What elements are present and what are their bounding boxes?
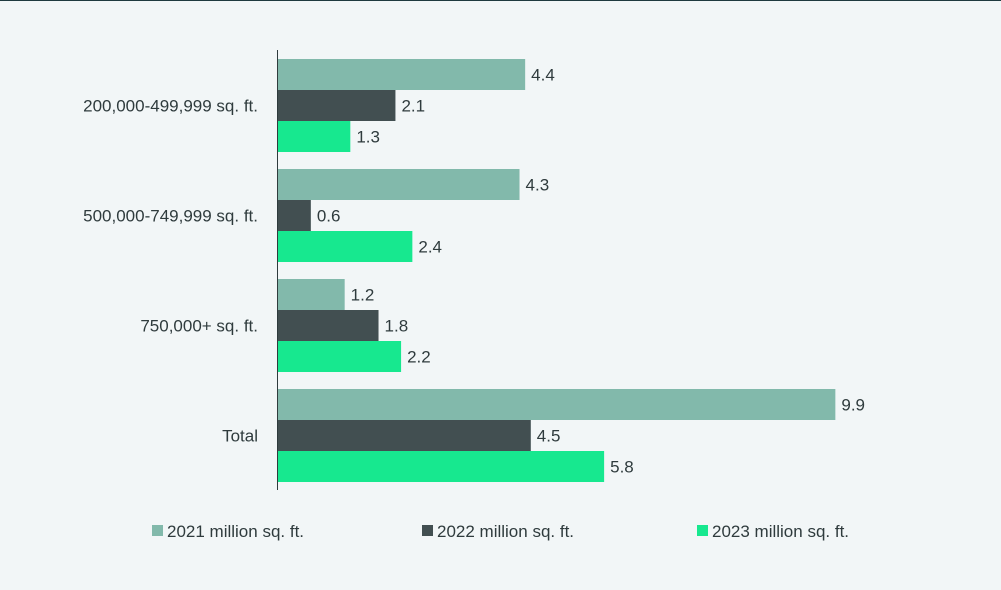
legend-label-2021: 2021 million sq. ft. xyxy=(167,522,304,541)
bar-2022-750-000-sq-ft xyxy=(277,310,379,341)
bar-2022-500-000-749-999-sq-ft xyxy=(277,200,311,231)
legend-swatch-2021 xyxy=(152,525,163,536)
value-label-2021-200-000-499-999-sq-ft: 4.4 xyxy=(531,66,555,85)
legend-item-2021: 2021 million sq. ft. xyxy=(152,522,304,541)
value-label-2021-total: 9.9 xyxy=(841,396,865,415)
bars-group xyxy=(277,59,836,482)
category-label-750-000-sq-ft: 750,000+ sq. ft. xyxy=(140,317,258,336)
bar-2023-200-000-499-999-sq-ft xyxy=(277,121,351,152)
value-label-2022-750-000-sq-ft: 1.8 xyxy=(385,317,409,336)
category-labels-group: 200,000-499,999 sq. ft. 500,000-749,999 s… xyxy=(83,97,258,446)
value-label-2023-750-000-sq-ft: 2.2 xyxy=(407,348,431,367)
legend: 2021 million sq. ft. 2022 million sq. ft.… xyxy=(152,522,849,541)
legend-label-2022: 2022 million sq. ft. xyxy=(437,522,574,541)
bar-2023-total xyxy=(277,451,605,482)
category-label-200-000-499-999-sq-ft: 200,000-499,999 sq. ft. xyxy=(83,97,258,116)
legend-swatch-2023 xyxy=(697,525,708,536)
value-label-2022-total: 4.5 xyxy=(537,427,561,446)
bar-2021-500-000-749-999-sq-ft xyxy=(277,169,520,200)
bar-2021-200-000-499-999-sq-ft xyxy=(277,59,526,90)
legend-swatch-2022 xyxy=(422,525,433,536)
value-label-2023-total: 5.8 xyxy=(610,458,634,477)
bar-2021-total xyxy=(277,389,836,420)
top-border-line xyxy=(0,0,1001,1)
bar-2022-200-000-499-999-sq-ft xyxy=(277,90,396,121)
bar-2023-750-000-sq-ft xyxy=(277,341,402,372)
bar-2023-500-000-749-999-sq-ft xyxy=(277,231,413,262)
bar-2021-750-000-sq-ft xyxy=(277,279,345,310)
value-label-2021-750-000-sq-ft: 1.2 xyxy=(351,286,375,305)
legend-item-2022: 2022 million sq. ft. xyxy=(422,522,574,541)
category-label-500-000-749-999-sq-ft: 500,000-749,999 sq. ft. xyxy=(83,207,258,226)
bar-2022-total xyxy=(277,420,531,451)
value-label-2023-500-000-749-999-sq-ft: 2.4 xyxy=(418,238,442,257)
value-label-2023-200-000-499-999-sq-ft: 1.3 xyxy=(356,128,380,147)
value-label-2021-500-000-749-999-sq-ft: 4.3 xyxy=(526,176,550,195)
value-labels-group: 4.4 2.1 1.3 4.3 0.6 2.4 1.2 1.8 2.2 9.9 4.5 5.8 xyxy=(317,66,865,477)
legend-label-2023: 2023 million sq. ft. xyxy=(712,522,849,541)
category-label-total: Total xyxy=(222,427,258,446)
legend-item-2023: 2023 million sq. ft. xyxy=(697,522,849,541)
value-label-2022-500-000-749-999-sq-ft: 0.6 xyxy=(317,207,341,226)
value-label-2022-200-000-499-999-sq-ft: 2.1 xyxy=(401,97,425,116)
